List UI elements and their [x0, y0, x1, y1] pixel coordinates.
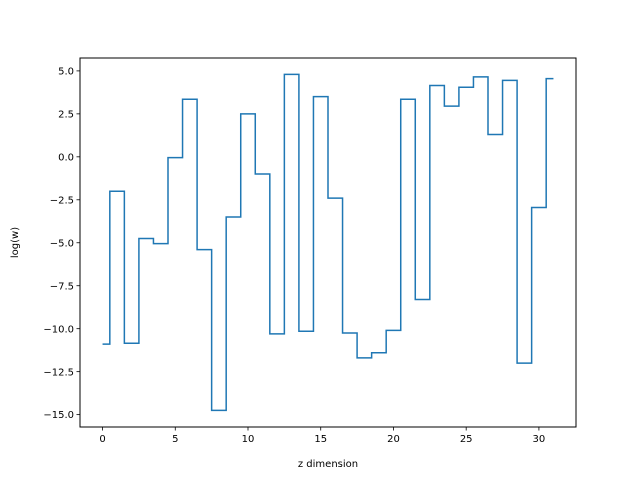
- plot-area: [102, 73, 554, 412]
- x-tick-label: 15: [314, 434, 327, 445]
- y-tick-label: −12.5: [43, 367, 74, 378]
- x-tick-label: 10: [242, 434, 255, 445]
- x-tick-label: 0: [99, 434, 105, 445]
- y-axis: −15.0 −12.5 −10.0 −7.5 −5.0 −2.5 0.0 2.5 5.0: [43, 66, 80, 421]
- y-tick-label: 5.0: [58, 66, 74, 77]
- x-tick-label: 20: [387, 434, 400, 445]
- x-tick-label: 25: [460, 434, 473, 445]
- x-tick-label: 30: [533, 434, 546, 445]
- y-tick-label: −5.0: [50, 238, 74, 249]
- y-tick-label: −10.0: [43, 324, 74, 335]
- x-axis-label: z dimension: [298, 459, 358, 470]
- x-tick-label: 5: [172, 434, 178, 445]
- y-tick-label: −2.5: [50, 195, 74, 206]
- y-tick-label: 0.0: [58, 152, 74, 163]
- y-tick-label: −7.5: [50, 281, 74, 292]
- y-tick-label: 2.5: [58, 109, 74, 120]
- axes-frame: [79, 57, 577, 428]
- y-axis-label: log(w): [10, 227, 21, 258]
- y-tick-label: −15.0: [43, 410, 74, 421]
- x-axis: 0 5 10 15 20 25 30: [99, 427, 545, 445]
- series-line-0: [102, 73, 554, 412]
